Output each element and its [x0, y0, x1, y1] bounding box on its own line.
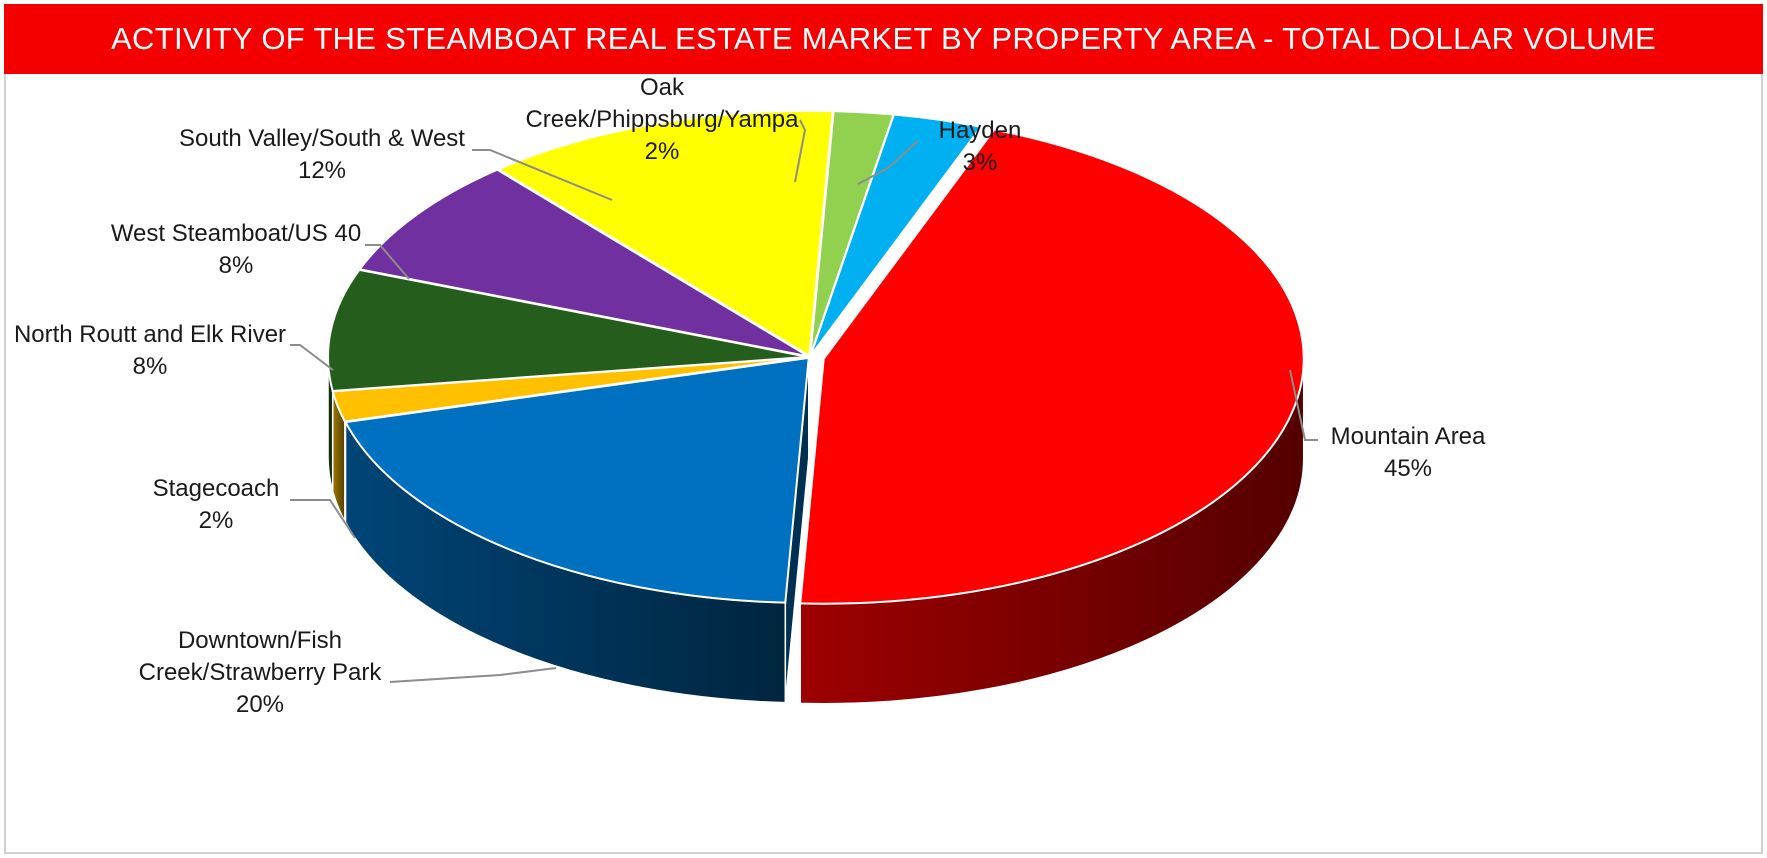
slice-data-label: Hayden 3% — [939, 117, 1022, 176]
slice-name: Creek/Strawberry Park — [139, 659, 383, 686]
slice-data-label: Downtown/Fish Creek/Strawberry Park 20% — [139, 627, 383, 718]
slice-name: Oak — [640, 74, 685, 101]
slice-name: North Routt and Elk River — [14, 321, 286, 348]
leader-line — [290, 344, 334, 371]
pie-slice — [327, 268, 809, 393]
slice-name: Mountain Area — [1331, 423, 1486, 450]
slice-data-label: North Routt and Elk River 8% — [14, 321, 286, 380]
slice-name: Downtown/Fish — [178, 627, 342, 654]
pie-slice — [343, 356, 810, 604]
slice-name: Hayden — [939, 117, 1022, 144]
pie-slice — [809, 110, 895, 357]
slice-name: West Steamboat/US 40 — [111, 220, 361, 247]
slice-percent: 20% — [236, 691, 284, 718]
slice-data-label: Stagecoach 2% — [153, 475, 280, 534]
leader-line — [290, 499, 356, 539]
slice-data-label: West Steamboat/US 40 8% — [111, 220, 361, 279]
slice-name: Creek/Phippsburg/Yampa — [525, 106, 799, 133]
slice-percent: 8% — [133, 353, 168, 380]
slice-percent: 2% — [199, 507, 234, 534]
slice-percent: 3% — [963, 149, 998, 176]
pie-slice — [799, 128, 1305, 605]
slice-data-label: South Valley/South & West 12% — [179, 125, 465, 184]
pie-slice — [357, 168, 809, 358]
chart-title: ACTIVITY OF THE STEAMBOAT REAL ESTATE MA… — [111, 21, 1656, 56]
slice-data-label: Mountain Area 45% — [1331, 423, 1486, 482]
leader-line — [472, 149, 613, 201]
slice-percent: 12% — [298, 157, 346, 184]
slice-percent: 45% — [1384, 455, 1432, 482]
leader-line — [1289, 369, 1318, 441]
leader-line — [365, 244, 410, 280]
slice-data-label: Oak Creek/Phippsburg/Yampa 2% — [525, 74, 799, 165]
leader-line — [389, 667, 557, 683]
leader-line — [857, 140, 919, 185]
slice-percent: 8% — [219, 252, 254, 279]
slice-name: Stagecoach — [153, 475, 280, 502]
leader-line — [794, 119, 807, 183]
pie-slice — [496, 109, 834, 358]
slice-percent: 2% — [645, 138, 680, 165]
slice-name: South Valley/South & West — [179, 125, 465, 152]
chart-title-bar: ACTIVITY OF THE STEAMBOAT REAL ESTATE MA… — [4, 4, 1763, 74]
